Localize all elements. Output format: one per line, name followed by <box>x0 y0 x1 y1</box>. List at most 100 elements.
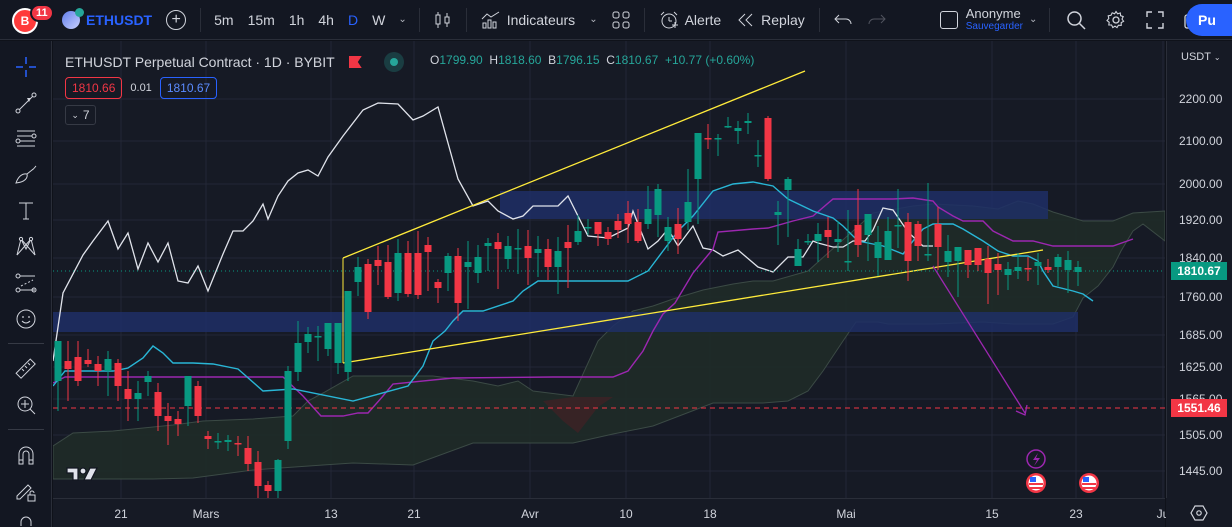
chevron-down-icon: ⌄ <box>589 14 598 25</box>
replay-button[interactable]: Replay <box>729 0 813 40</box>
indicators-count: 7 <box>82 108 90 122</box>
candle-body <box>74 357 82 381</box>
magnet-tool[interactable] <box>10 439 42 471</box>
alarm-clock-icon <box>660 11 678 28</box>
alert-label: Alerte <box>684 11 722 28</box>
price-axis[interactable]: USDT ⌄ 2200.00 2100.00 2000.00 1920.00 1840.… <box>1166 41 1232 498</box>
ethereum-icon <box>62 7 84 29</box>
interval-1h[interactable]: 1h <box>288 11 305 28</box>
candle-body <box>534 249 542 253</box>
chart-pane[interactable]: ETHUSDT Perpetual Contract · 1D · BYBIT … <box>53 41 1165 498</box>
candle-body <box>274 460 282 491</box>
brush-icon <box>15 165 37 184</box>
candle-body <box>334 323 342 363</box>
user-menu-button[interactable]: B 11 <box>12 2 54 38</box>
indicators-label: Indicateurs <box>506 11 576 28</box>
candle-body <box>984 259 992 273</box>
candle-body <box>704 138 712 140</box>
pencil-lock-icon <box>16 484 36 502</box>
channel-lower-line <box>342 249 1044 364</box>
lock-drawings-tool[interactable] <box>10 475 42 507</box>
pattern-tool[interactable] <box>10 231 42 263</box>
chevron-down-icon: ⌄ <box>1029 14 1038 25</box>
price-tick: 2200.00 <box>1179 92 1223 106</box>
sell-button[interactable]: 1810.66 <box>65 77 123 99</box>
chart-type-button[interactable] <box>426 0 460 40</box>
lock-tool[interactable] <box>10 511 42 527</box>
measure-tool[interactable] <box>10 353 42 385</box>
tradingview-logo-icon[interactable] <box>66 466 98 482</box>
interval-5m[interactable]: 5m <box>214 11 234 28</box>
indicators-toggle-button[interactable]: ⌄ 7 <box>65 105 96 125</box>
layout-select-checkbox[interactable] <box>939 10 958 29</box>
market-open-icon <box>383 52 404 72</box>
candle-body <box>804 241 812 243</box>
notification-badge: 11 <box>30 3 54 22</box>
trendline-tool[interactable] <box>10 87 42 119</box>
interval-d[interactable]: D <box>347 11 359 28</box>
price-zone <box>53 312 1078 332</box>
ohlc-values: O1799.90 H1818.60 B1796.15 C1810.67 +10.… <box>430 53 754 67</box>
candle-body <box>964 250 972 265</box>
candle-body <box>954 247 962 261</box>
fib-tool[interactable] <box>10 123 42 155</box>
forecast-tool[interactable] <box>10 267 42 299</box>
interval-4h[interactable]: 4h <box>318 11 334 28</box>
projection-arrow-line <box>932 265 1026 414</box>
time-tick: 13 <box>324 507 338 521</box>
layout-name[interactable]: Anonyme Sauvegarder <box>966 7 1023 32</box>
layout-user-name: Anonyme <box>965 6 1021 21</box>
lightning-event-icon <box>1026 449 1046 469</box>
indicators-button[interactable]: Indicateurs <box>473 0 583 40</box>
interval-dropdown-button[interactable]: ⌄ <box>392 0 412 40</box>
candle-body <box>394 253 402 293</box>
candle-body <box>554 251 562 267</box>
candle-body <box>514 248 522 250</box>
indicators-dropdown-button[interactable]: ⌄ <box>583 0 603 40</box>
flag-stripe <box>1082 483 1096 485</box>
crosshair-icon <box>16 57 36 77</box>
brush-tool[interactable] <box>10 159 42 191</box>
time-axis[interactable]: 21 Mars 13 21 Avr 10 18 Mai 15 23 Ju <box>53 498 1169 527</box>
interval-w[interactable]: W <box>372 11 386 28</box>
axis-settings-button[interactable] <box>1166 498 1232 527</box>
candle-body <box>1044 267 1052 270</box>
candle-body <box>714 138 722 140</box>
save-link[interactable]: Sauvegarder <box>965 21 1024 32</box>
change-value: +10.77 (+0.60%) <box>664 53 755 67</box>
emoji-tool[interactable] <box>10 303 42 335</box>
candle-body <box>504 246 512 259</box>
flag-stripe <box>1030 487 1042 489</box>
currency-selector[interactable]: USDT ⌄ <box>1181 51 1221 63</box>
layout-dropdown-button[interactable]: ⌄ <box>1023 0 1043 40</box>
undo-button[interactable] <box>826 0 860 40</box>
zoom-in-tool[interactable] <box>10 389 42 421</box>
candle-body <box>204 436 212 439</box>
text-tool[interactable] <box>10 195 42 227</box>
buy-button[interactable]: 1810.67 <box>159 77 218 99</box>
publish-button[interactable]: Pu <box>1186 4 1232 36</box>
horizontal-lines-icon <box>15 130 37 147</box>
candle-body <box>1064 260 1072 270</box>
time-tick: 18 <box>703 507 717 521</box>
symbol-search-button[interactable]: ETHUSDT <box>62 0 152 40</box>
search-button[interactable] <box>1056 0 1096 40</box>
alert-button[interactable]: Alerte <box>651 0 730 40</box>
time-tick: Avr <box>521 507 539 521</box>
settings-button[interactable] <box>1096 0 1136 40</box>
flag-icon[interactable] <box>348 56 362 68</box>
candle-body <box>84 360 92 364</box>
indicators-icon <box>481 11 499 28</box>
layouts-button[interactable] <box>604 0 638 40</box>
candle-body <box>94 364 102 371</box>
redo-button[interactable] <box>860 0 894 40</box>
price-tick: 1625.00 <box>1179 360 1223 374</box>
interval-15m[interactable]: 15m <box>247 11 275 28</box>
candle-body <box>124 389 132 399</box>
compare-symbol-button[interactable]: + <box>166 9 187 30</box>
fullscreen-button[interactable] <box>1136 0 1174 40</box>
divider <box>1049 7 1051 32</box>
series-legend[interactable]: ETHUSDT Perpetual Contract · 1D · BYBIT <box>65 52 404 72</box>
crosshair-tool[interactable] <box>10 51 42 83</box>
price-chart[interactable] <box>53 41 1165 498</box>
